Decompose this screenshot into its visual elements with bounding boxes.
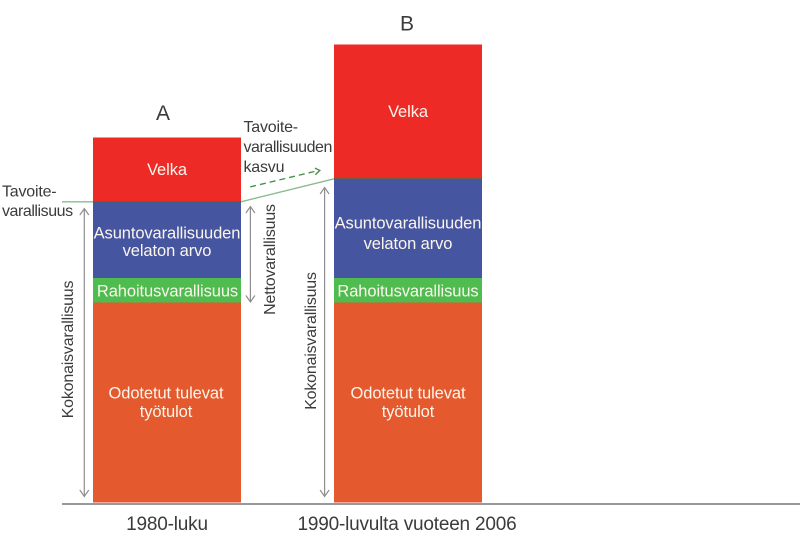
- svg-text:työtulot: työtulot: [140, 403, 193, 421]
- svg-text:1980-luku: 1980-luku: [126, 514, 208, 535]
- svg-text:Rahoitusvarallisuus: Rahoitusvarallisuus: [97, 283, 238, 301]
- svg-text:Velka: Velka: [388, 103, 429, 121]
- svg-text:B: B: [400, 13, 414, 36]
- svg-text:kasvu: kasvu: [244, 159, 285, 176]
- svg-text:velaton arvo: velaton arvo: [364, 235, 453, 253]
- svg-text:työtulot: työtulot: [382, 403, 435, 421]
- svg-text:Tavoite-: Tavoite-: [244, 119, 298, 136]
- svg-text:Tavoite-: Tavoite-: [2, 183, 56, 200]
- svg-text:Rahoitusvarallisuus: Rahoitusvarallisuus: [337, 283, 478, 301]
- svg-text:1990-luvulta vuoteen 2006: 1990-luvulta vuoteen 2006: [298, 514, 517, 535]
- svg-text:Kokonaisvarallisuus: Kokonaisvarallisuus: [303, 272, 320, 410]
- svg-text:Kokonaisvarallisuus: Kokonaisvarallisuus: [60, 280, 77, 418]
- svg-text:Asuntovarallisuuden: Asuntovarallisuuden: [94, 225, 241, 243]
- svg-text:Odotetut tulevat: Odotetut tulevat: [351, 385, 466, 403]
- svg-text:Asuntovarallisuuden: Asuntovarallisuuden: [335, 215, 482, 233]
- svg-text:varallisuuden: varallisuuden: [244, 139, 332, 156]
- svg-text:Nettovarallisuus: Nettovarallisuus: [262, 204, 279, 315]
- svg-text:Odotetut tulevat: Odotetut tulevat: [109, 385, 224, 403]
- svg-text:varallisuus: varallisuus: [2, 203, 73, 220]
- svg-text:A: A: [156, 102, 170, 125]
- svg-text:velaton arvo: velaton arvo: [123, 242, 212, 260]
- svg-text:Velka: Velka: [147, 161, 188, 179]
